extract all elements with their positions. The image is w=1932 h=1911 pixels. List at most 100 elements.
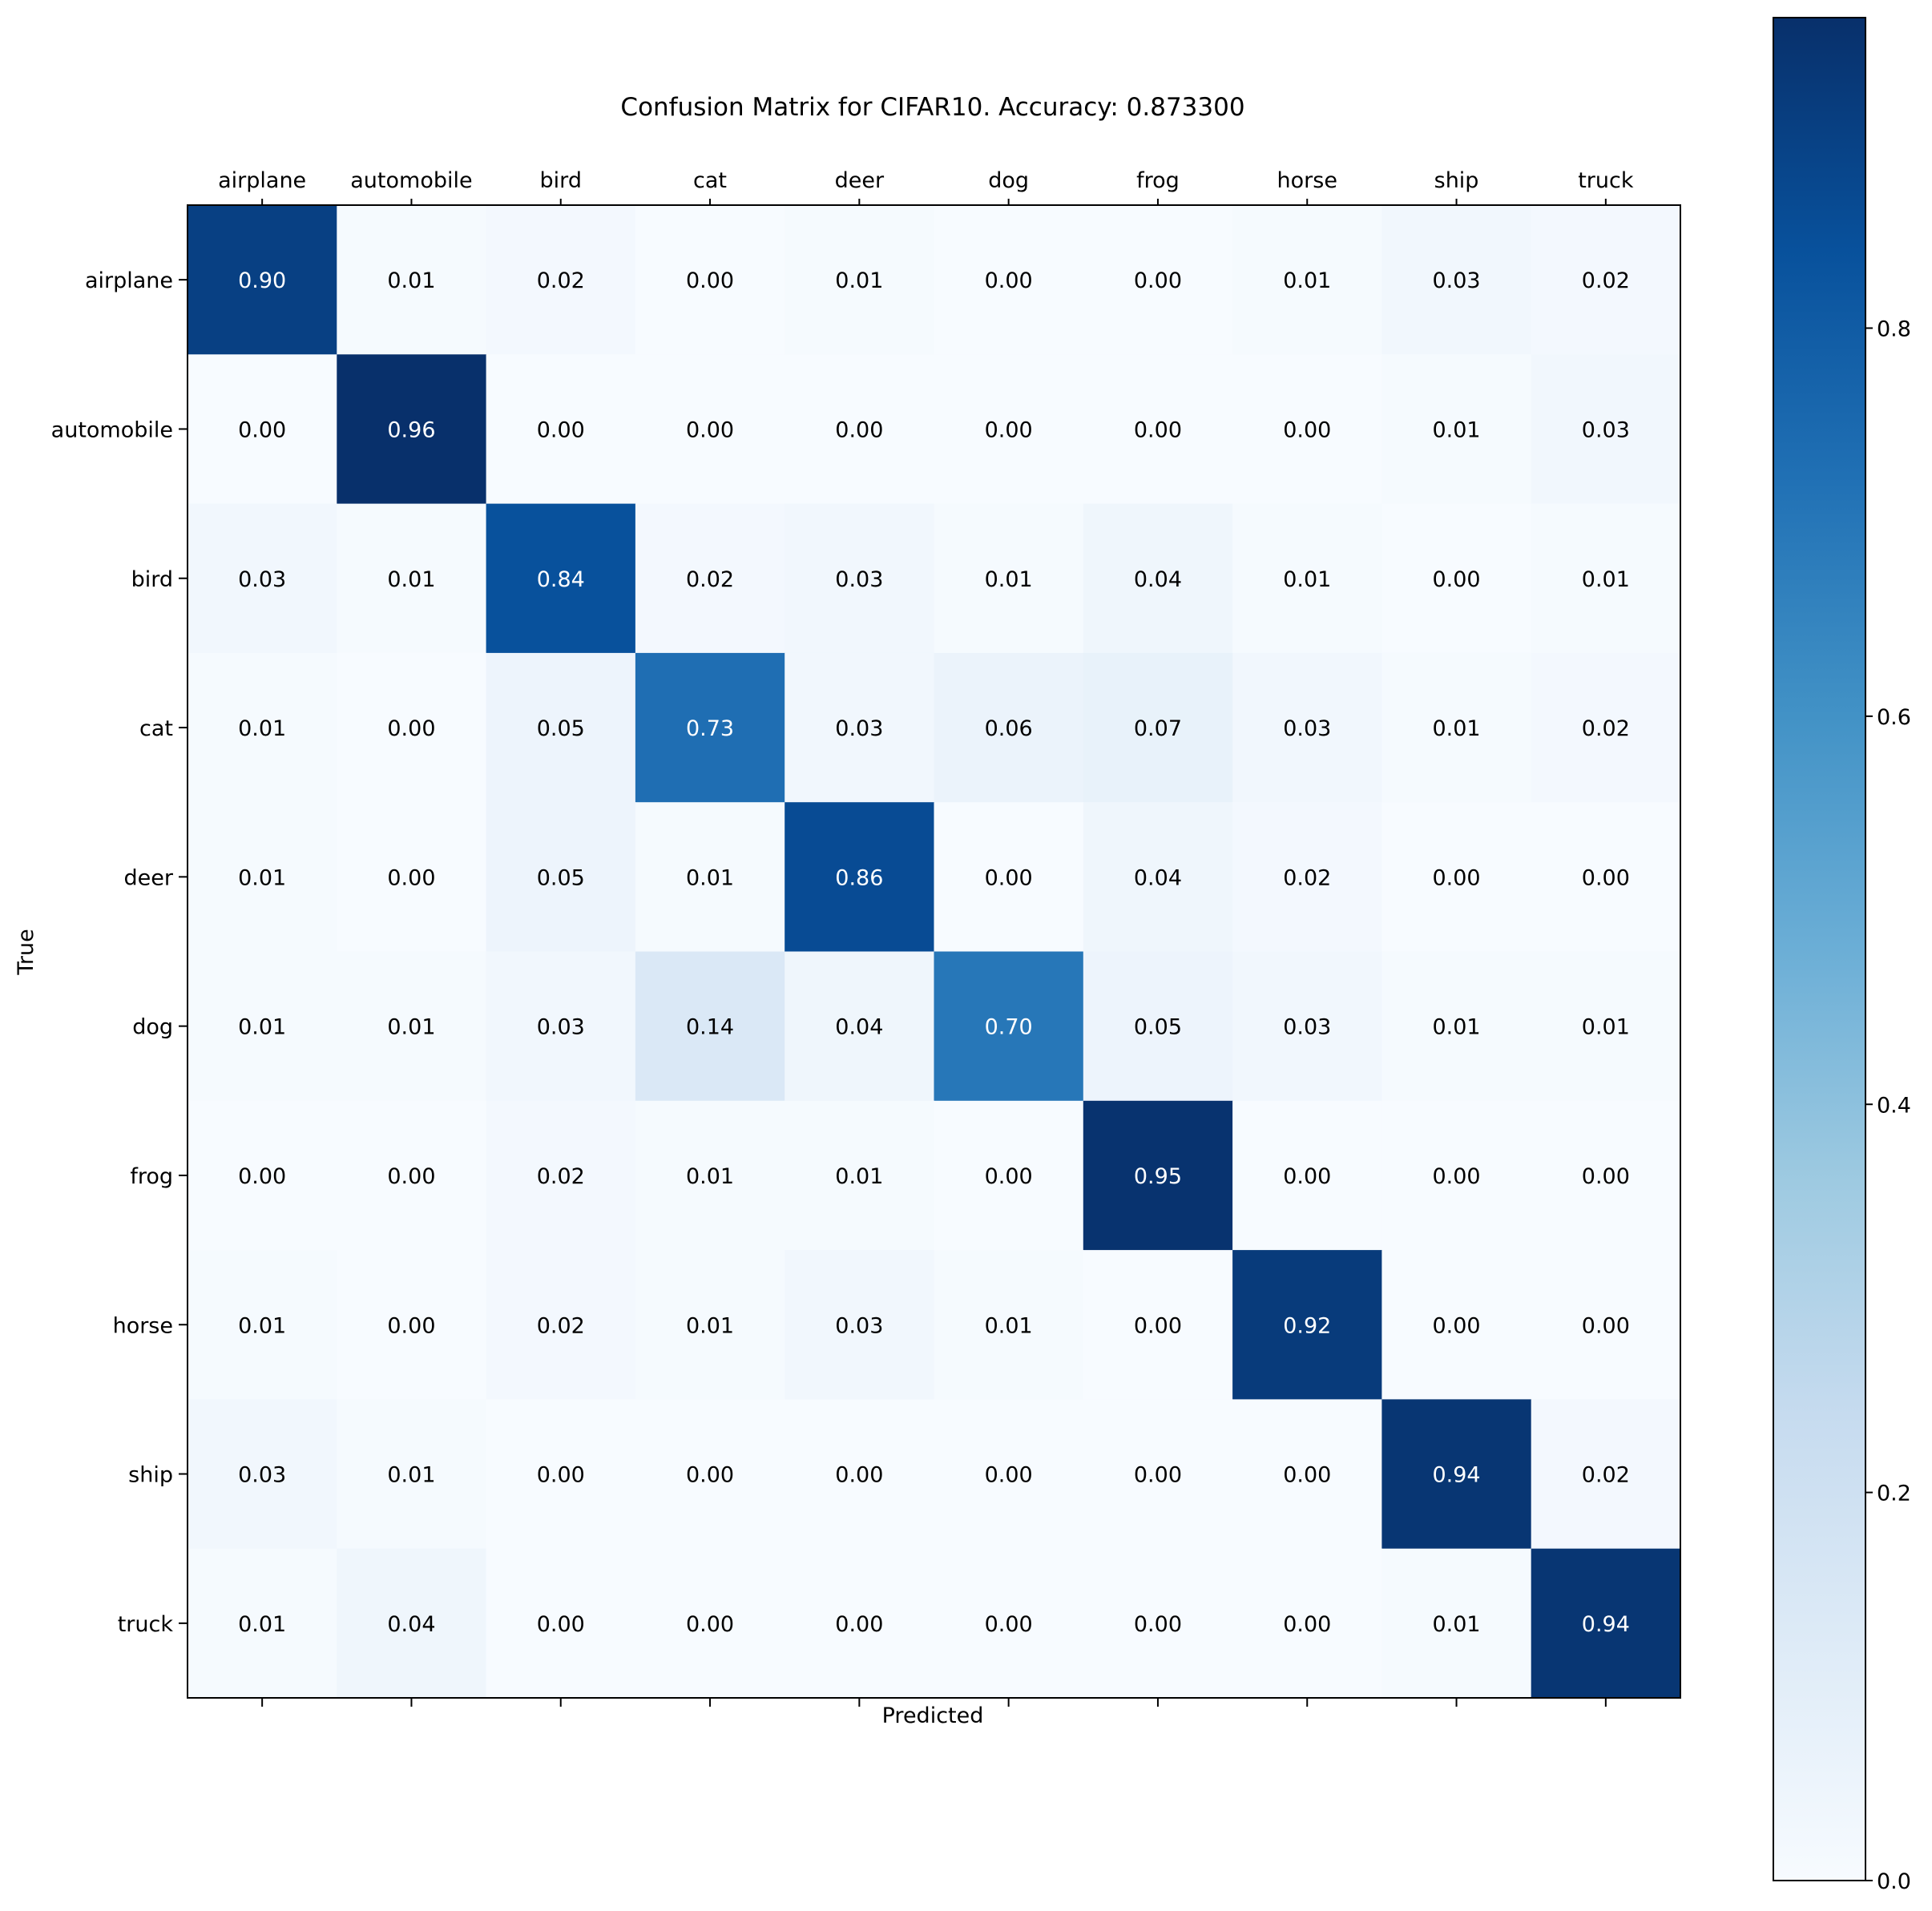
matrix-cell	[337, 652, 487, 803]
colorbar: 0.0 0.2 0.4 0.6 0.8	[1773, 17, 1911, 1894]
y-tick-label: truck	[118, 1612, 174, 1637]
cell-value-label: 0.01	[387, 268, 435, 293]
cell-value-label: 0.00	[238, 417, 286, 442]
matrix-cell	[337, 1548, 487, 1699]
cell-value-label: 0.86	[835, 865, 883, 890]
cell-value-label: 0.05	[537, 865, 585, 890]
matrix-cell	[188, 652, 337, 803]
matrix-cell	[635, 354, 785, 505]
cell-value-label: 0.01	[1582, 567, 1630, 592]
matrix-cell	[635, 652, 785, 803]
matrix-cell	[486, 354, 636, 505]
matrix-cell	[635, 205, 785, 355]
cell-value-label: 0.03	[1432, 268, 1480, 293]
cell-value-label: 0.04	[835, 1015, 883, 1040]
chart-title: Confusion Matrix for CIFAR10. Accuracy: …	[620, 93, 1244, 122]
cell-value-label: 0.00	[985, 1164, 1033, 1189]
cell-value-label: 0.00	[1134, 1313, 1182, 1338]
cell-value-label: 0.96	[387, 417, 435, 442]
matrix-cell	[784, 354, 935, 505]
heatmap-cells: 0.90 0.01 0.02 0.00 0.01 0.00 0.00 0.01 0.03 0.02…	[187, 204, 1681, 1699]
cell-value-label: 0.01	[835, 268, 883, 293]
matrix-cell	[1083, 951, 1233, 1102]
cell-value-label: 0.02	[537, 268, 585, 293]
cell-value-label: 0.04	[1134, 865, 1182, 890]
matrix-cell	[337, 205, 487, 355]
cell-value-label: 0.00	[537, 1463, 585, 1488]
matrix-cell	[1381, 1250, 1532, 1400]
x-axis-label: Predicted	[882, 1703, 984, 1728]
cell-value-label: 0.00	[387, 1164, 435, 1189]
y-tick-label: horse	[113, 1313, 173, 1338]
x-tick-label: ship	[1434, 168, 1479, 193]
x-tick-label: deer	[835, 168, 885, 193]
axis-ticks: airplane airplane automobile automobile bird…	[51, 168, 1634, 1707]
matrix-cell	[337, 802, 487, 953]
cell-value-label: 0.02	[686, 567, 734, 592]
cell-value-label: 0.03	[537, 1015, 585, 1040]
cell-value-label: 0.00	[835, 1612, 883, 1637]
cell-value-label: 0.00	[985, 268, 1033, 293]
cell-value-label: 0.00	[238, 1164, 286, 1189]
matrix-cell	[1381, 1100, 1532, 1251]
matrix-cell	[1232, 802, 1382, 953]
cell-value-label: 0.00	[1582, 865, 1630, 890]
cell-value-label: 0.00	[686, 268, 734, 293]
matrix-cell	[1083, 354, 1233, 505]
matrix-cell	[1381, 951, 1532, 1102]
matrix-cell	[784, 652, 935, 803]
colorbar-tick-label: 0.6	[1877, 705, 1911, 730]
matrix-cell	[188, 1250, 337, 1400]
cell-value-label: 0.00	[537, 417, 585, 442]
cell-value-label: 0.00	[1283, 1463, 1331, 1488]
x-tick-label: cat	[693, 168, 727, 193]
cell-value-label: 0.01	[1432, 1015, 1480, 1040]
cell-value-label: 0.00	[1582, 1164, 1630, 1189]
matrix-cell	[1232, 1100, 1382, 1251]
matrix-cell	[1381, 205, 1532, 355]
matrix-cell	[337, 951, 487, 1102]
cell-value-label: 0.00	[387, 716, 435, 741]
matrix-cell	[337, 1100, 487, 1251]
cell-value-label: 0.05	[537, 716, 585, 741]
cell-value-label: 0.00	[686, 1612, 734, 1637]
cell-value-label: 0.03	[835, 716, 883, 741]
matrix-cell	[188, 1399, 337, 1550]
matrix-cell	[1381, 354, 1532, 505]
cell-value-label: 0.01	[985, 1313, 1033, 1338]
matrix-cell	[934, 951, 1084, 1102]
x-tick-label: frog	[1136, 168, 1180, 193]
cell-value-label: 0.01	[686, 1313, 734, 1338]
colorbar-tick-label: 0.8	[1877, 317, 1911, 342]
cell-value-label: 0.01	[835, 1164, 883, 1189]
cell-value-label: 0.01	[1432, 1612, 1480, 1637]
matrix-cell	[486, 802, 636, 953]
matrix-cell	[188, 503, 337, 654]
cell-value-label: 0.01	[1432, 716, 1480, 741]
x-tick-label: automobile	[350, 168, 472, 193]
cell-value-label: 0.03	[835, 1313, 883, 1338]
matrix-cell	[337, 503, 487, 654]
matrix-cell	[1232, 1548, 1382, 1699]
cell-value-label: 0.04	[387, 1612, 435, 1637]
matrix-cell	[1232, 1399, 1382, 1550]
y-tick-label: cat	[139, 716, 173, 741]
matrix-cell	[1381, 652, 1532, 803]
matrix-cell	[188, 354, 337, 505]
matrix-cell	[934, 354, 1084, 505]
matrix-cell	[188, 1100, 337, 1251]
cell-value-label: 0.01	[686, 865, 734, 890]
cell-value-label: 0.02	[537, 1313, 585, 1338]
cell-value-label: 0.00	[1432, 1164, 1480, 1189]
y-tick-label: dog	[132, 1015, 173, 1040]
matrix-cell	[934, 802, 1084, 953]
matrix-cell	[337, 1250, 487, 1400]
matrix-cell	[635, 503, 785, 654]
matrix-cell	[934, 652, 1084, 803]
cell-value-label: 0.01	[238, 1015, 286, 1040]
cell-value-label: 0.00	[1432, 567, 1480, 592]
cell-value-label: 0.00	[387, 865, 435, 890]
matrix-cell	[1531, 1548, 1681, 1699]
matrix-cell	[1232, 354, 1382, 505]
matrix-cell	[784, 503, 935, 654]
